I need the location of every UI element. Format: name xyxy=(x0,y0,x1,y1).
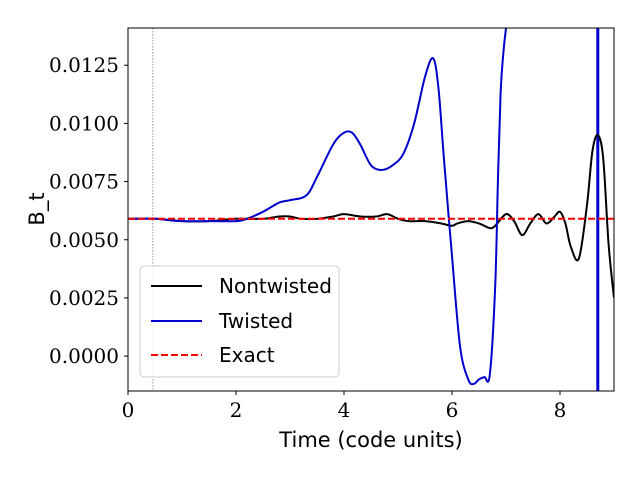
y-axis-ticks: 0.0000 0.0025 0.0050 0.0075 0.0100 0.0125 xyxy=(49,53,128,368)
y-tick-label: 0.0100 xyxy=(49,111,119,135)
legend: Nontwisted Twisted Exact xyxy=(139,265,340,378)
y-tick-label: 0.0050 xyxy=(49,228,119,252)
y-axis-label: B_t xyxy=(25,192,50,225)
series-line-twisted xyxy=(128,28,507,386)
legend-label-nontwisted: Nontwisted xyxy=(219,274,332,298)
y-tick-label: 0.0075 xyxy=(49,170,119,194)
x-tick-label: 4 xyxy=(338,398,351,422)
x-tick-label: 2 xyxy=(230,398,243,422)
x-axis-ticks: 0 2 4 6 8 xyxy=(122,391,567,422)
vlines-layer xyxy=(152,28,600,391)
x-tick-label: 8 xyxy=(554,398,567,422)
series-layer xyxy=(128,28,614,386)
y-tick-label: 0.0000 xyxy=(49,344,119,368)
y-tick-label: 0.0025 xyxy=(49,286,119,310)
x-tick-label: 6 xyxy=(446,398,459,422)
x-axis-label: Time (code units) xyxy=(278,428,462,452)
legend-box xyxy=(139,265,340,378)
series-line-nontwisted xyxy=(128,133,614,299)
legend-label-exact: Exact xyxy=(219,343,275,367)
plot-area xyxy=(128,28,614,391)
y-tick-label: 0.0125 xyxy=(49,53,119,77)
x-tick-label: 0 xyxy=(122,398,135,422)
legend-label-twisted: Twisted xyxy=(218,309,293,333)
plot-frame xyxy=(127,27,615,392)
